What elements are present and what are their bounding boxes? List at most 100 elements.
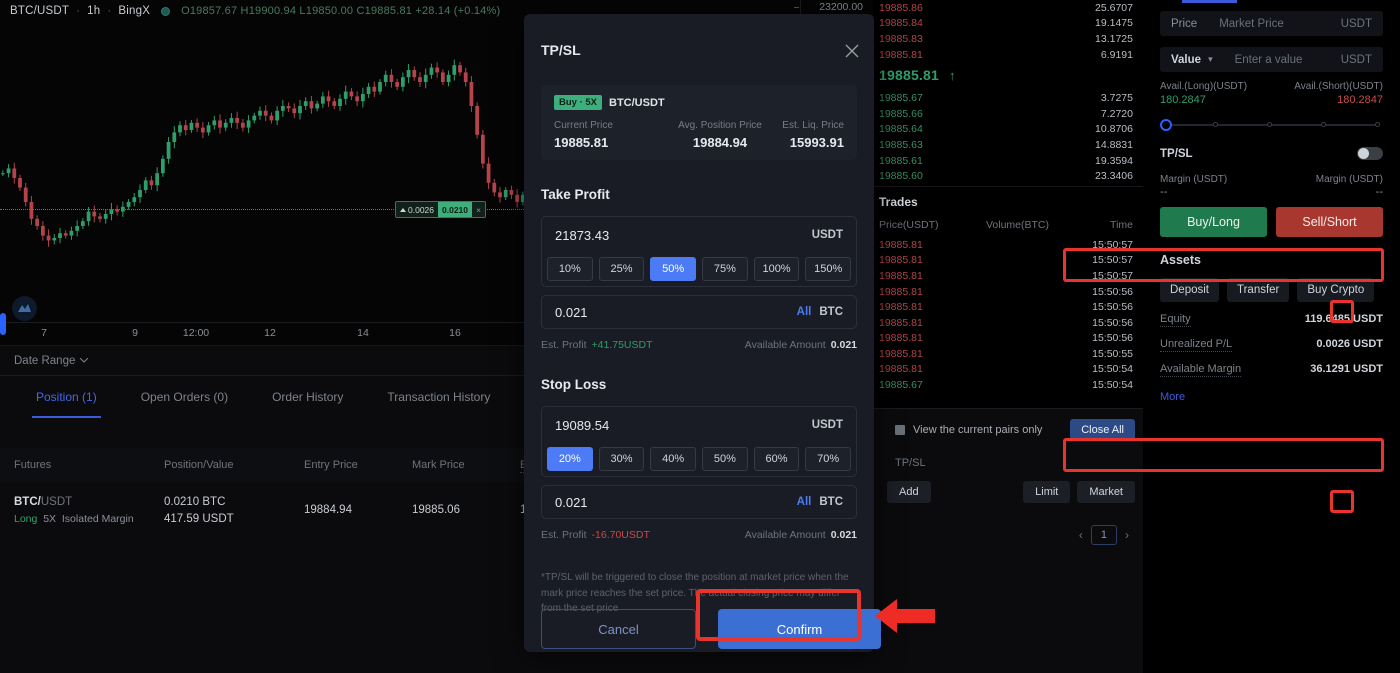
position-size: 0.0210 <box>438 202 472 217</box>
stop-loss-amount-row[interactable]: 0.021 All BTC <box>542 486 856 518</box>
stop-loss-percent-20[interactable]: 20% <box>547 447 593 471</box>
cell-position-value: 0.0210 BTC 417.59 USDT <box>164 495 234 525</box>
close-icon[interactable] <box>844 43 860 59</box>
available-labels: Avail.(Long)(USDT) Avail.(Short)(USDT) <box>1143 72 1400 92</box>
value-input-row[interactable]: Value ▾ Enter a value USDT <box>1160 47 1383 72</box>
close-all-button[interactable]: Close All <box>1070 419 1135 441</box>
slider-tick-3[interactable] <box>1321 122 1326 127</box>
cancel-button[interactable]: Cancel <box>541 609 696 649</box>
tpsl-label: TP/SL <box>1160 147 1193 160</box>
orderbook-row[interactable]: 19885.81 6.9191 6.9191 <box>879 48 1133 61</box>
est-liq-price-value: 15993.91 <box>789 135 844 150</box>
trade-row: 19885.81 0.4630 15:50:56 <box>879 332 1133 345</box>
buy-crypto-button[interactable]: Buy Crypto <box>1297 278 1375 302</box>
orderbook-row[interactable]: 19885.60 3.9812 23.3406 <box>879 170 1133 183</box>
tpsl-toggle-row: TP/SL <box>1143 131 1400 160</box>
confirm-button[interactable]: Confirm <box>718 609 881 649</box>
positions-footer-controls: View the current pairs only Close All <box>873 409 1143 441</box>
more-link[interactable]: More <box>1160 391 1186 403</box>
take-profit-percent-50[interactable]: 50% <box>650 257 697 281</box>
price-input[interactable]: Market Price <box>1219 17 1284 30</box>
limit-button[interactable]: Limit <box>1023 481 1071 503</box>
stop-loss-percent-70[interactable]: 70% <box>805 447 852 471</box>
tab-position-1[interactable]: Position (1) <box>14 376 119 418</box>
stop-loss-amount-input[interactable]: 0.021 <box>555 494 588 510</box>
slider-tick-2[interactable] <box>1267 122 1272 127</box>
confirm-button-highlight <box>696 589 861 641</box>
date-range-button[interactable]: Date Range <box>14 355 89 367</box>
orderbook-row[interactable]: 19885.61 4.4763 19.3594 <box>879 154 1133 167</box>
value-input[interactable]: Enter a value <box>1234 53 1303 66</box>
stop-loss-price-input[interactable]: 19089.54 <box>555 417 610 433</box>
column-header: Entry Price <box>304 459 358 471</box>
trade-row: 19885.81 0.4648 15:50:55 <box>879 347 1133 360</box>
modal-title: TP/SL <box>541 42 581 58</box>
take-profit-amount-input[interactable]: 0.021 <box>555 304 588 320</box>
orderbook-row[interactable]: 19885.86 6.5232 25.6707 <box>879 1 1133 14</box>
slider-handle[interactable] <box>1160 119 1172 131</box>
stop-loss-all-button[interactable]: All <box>796 496 812 508</box>
trades-table-header: Price(USDT) Volume(BTC) Time <box>879 218 1133 231</box>
tab-transaction-history[interactable]: Transaction History <box>387 390 491 404</box>
take-profit-title: Take Profit <box>541 187 610 202</box>
buy-long-button[interactable]: Buy/Long <box>1160 207 1267 237</box>
chart-scroll-handle[interactable] <box>0 313 6 335</box>
sl-available-label: Available Amount 0.021 <box>744 529 857 541</box>
tab-order-history[interactable]: Order History <box>272 390 344 404</box>
price-unit: USDT <box>1340 17 1372 30</box>
tpsl-toggle[interactable] <box>1357 147 1383 160</box>
chart-interval[interactable]: 1h <box>87 5 101 17</box>
take-profit-percent-100[interactable]: 100% <box>753 257 800 281</box>
assets-buttons: Deposit Transfer Buy Crypto <box>1143 267 1400 302</box>
chart-symbol[interactable]: BTC/USDT <box>10 5 70 17</box>
modal-buttons: Cancel Confirm <box>541 609 881 649</box>
tradingview-logo-icon <box>12 296 37 321</box>
orderbook-row[interactable]: 19885.84 5.9750 19.1475 <box>879 17 1133 30</box>
price-label: Price <box>1171 17 1198 30</box>
orderbook-row[interactable]: 19885.64 3.5986 10.8706 <box>879 123 1133 136</box>
trade-row: 19885.81 0.4173 15:50:56 <box>879 316 1133 329</box>
take-profit-percent-75[interactable]: 75% <box>702 257 748 281</box>
stop-loss-percent-30[interactable]: 30% <box>598 447 645 471</box>
slider-tick-4[interactable] <box>1375 122 1380 127</box>
take-profit-percent-150[interactable]: 150% <box>805 257 852 281</box>
stop-loss-price-row[interactable]: 19089.54 USDT <box>542 407 856 443</box>
market-button[interactable]: Market <box>1077 481 1135 503</box>
add-button[interactable]: Add <box>887 481 931 503</box>
stop-loss-percent-60[interactable]: 60% <box>753 447 800 471</box>
chart-position-tag[interactable]: 0.0026 0.0210 × <box>395 201 486 218</box>
tab-open-orders-0[interactable]: Open Orders (0) <box>140 390 229 404</box>
trade-row: 19885.81 0.4906 15:50:56 <box>879 285 1133 298</box>
view-current-pairs-checkbox[interactable] <box>895 425 905 435</box>
annotation-arrow-left-icon <box>875 599 935 633</box>
prev-page-button[interactable]: ‹ <box>1078 528 1083 542</box>
slider-tick-1[interactable] <box>1213 122 1218 127</box>
size-slider[interactable] <box>1160 119 1383 131</box>
deposit-button[interactable]: Deposit <box>1160 278 1219 302</box>
position-summary-card: Buy · 5X BTC/USDT Current Price Avg. Pos… <box>541 85 857 160</box>
column-header: Position/Value <box>164 459 234 471</box>
stop-loss-percent-40[interactable]: 40% <box>650 447 697 471</box>
orderbook-row[interactable]: 19885.63 4.0125 14.8831 <box>879 138 1133 151</box>
orderbook-row[interactable]: 19885.83 6.2534 13.1725 <box>879 32 1133 45</box>
sell-short-button[interactable]: Sell/Short <box>1276 207 1383 237</box>
orderbook-row[interactable]: 19885.66 3.5445 7.2720 <box>879 107 1133 120</box>
orderbook-row[interactable]: 19885.67 3.7275 3.7275 <box>879 92 1133 105</box>
chevron-down-icon[interactable]: ▾ <box>1208 54 1213 64</box>
asset-row: Equity 119.6485 USDT <box>1160 313 1383 327</box>
take-profit-all-button[interactable]: All <box>796 306 812 318</box>
take-profit-box: 21873.43 USDT 10% 25% 50% 75% 100% 150% <box>541 216 857 287</box>
next-page-button[interactable]: › <box>1125 528 1129 542</box>
page-number-1[interactable]: 1 <box>1090 525 1117 545</box>
table-row[interactable]: BTC/USDT Long 5X Isolated Margin 0.0210 … <box>0 482 873 538</box>
stop-loss-percent-50[interactable]: 50% <box>702 447 748 471</box>
take-profit-amount-row[interactable]: 0.021 All BTC <box>542 296 856 328</box>
take-profit-percent-25[interactable]: 25% <box>598 257 645 281</box>
transfer-button[interactable]: Transfer <box>1227 278 1290 302</box>
price-input-row[interactable]: Price Market Price USDT <box>1160 11 1383 36</box>
trade-row: 19885.81 0.5169 15:50:56 <box>879 301 1133 314</box>
close-icon[interactable]: × <box>472 202 485 217</box>
take-profit-price-input[interactable]: 21873.43 <box>555 227 610 243</box>
take-profit-percent-10[interactable]: 10% <box>547 257 593 281</box>
take-profit-price-row[interactable]: 21873.43 USDT <box>542 217 856 253</box>
